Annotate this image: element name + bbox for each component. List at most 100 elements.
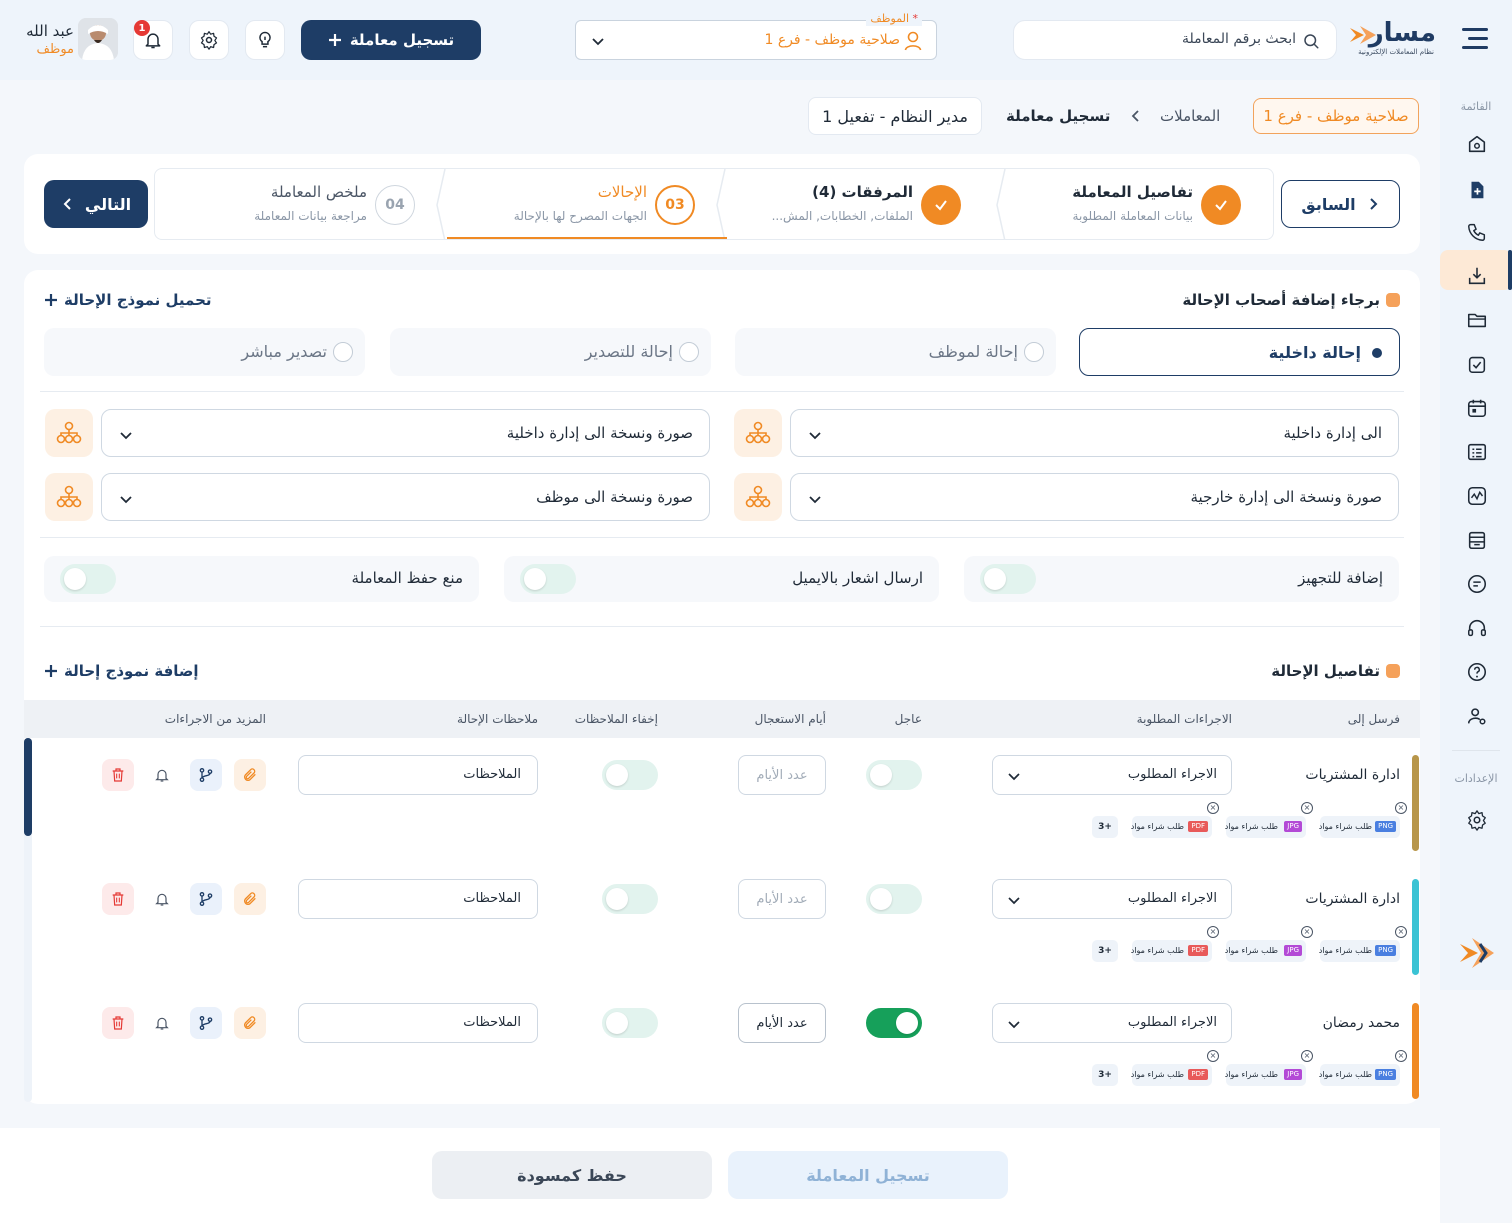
urgency-days-input[interactable]: عدد الأيام <box>738 755 826 795</box>
referral-type-internal[interactable]: إحالة داخلية <box>1079 328 1400 376</box>
sidebar-item-inbox[interactable] <box>1463 262 1491 290</box>
delete-button[interactable] <box>102 883 134 915</box>
save-draft-button[interactable]: حفظ كمسودة <box>432 1151 712 1199</box>
help-tips-button[interactable] <box>245 20 285 60</box>
table-scrollbar[interactable] <box>24 738 32 836</box>
sidebar-item-archive[interactable] <box>1463 526 1491 554</box>
to-internal-department-select[interactable]: الى إدارة داخلية <box>790 409 1399 457</box>
delete-button[interactable] <box>102 1007 134 1039</box>
referral-notes-input[interactable]: الملاحظات <box>298 879 538 919</box>
referral-type-employee[interactable]: إحالة لموظف <box>735 328 1056 376</box>
attachment-chip[interactable]: PNG طلب شراء مواد × <box>1319 1050 1407 1086</box>
hide-notes-toggle[interactable] <box>602 760 658 790</box>
sidebar-item-calendar[interactable] <box>1463 394 1491 422</box>
search-box[interactable] <box>1013 20 1337 60</box>
sidebar-item-help[interactable] <box>1463 658 1491 686</box>
sidebar-item-lists[interactable] <box>1463 438 1491 466</box>
sidebar-item-support[interactable] <box>1463 614 1491 642</box>
sidebar-item-folders[interactable] <box>1463 306 1491 334</box>
sidebar-item-statistics[interactable] <box>1463 570 1491 598</box>
previous-button[interactable]: السابق <box>1281 180 1400 228</box>
remove-attachment-icon[interactable]: × <box>1395 926 1407 938</box>
reminder-button[interactable] <box>146 759 178 791</box>
attachment-chip[interactable]: JPG طلب شراء مواد × <box>1225 802 1313 838</box>
branch-button[interactable] <box>190 1007 222 1039</box>
required-action-select[interactable]: الاجراء المطلوب <box>992 1003 1232 1043</box>
next-button[interactable]: التالي <box>44 180 148 228</box>
urgent-toggle[interactable] <box>866 760 922 790</box>
urgent-toggle[interactable] <box>866 884 922 914</box>
remove-attachment-icon[interactable]: × <box>1301 802 1313 814</box>
load-template-link[interactable]: تحميل نموذج الإحالة <box>44 291 212 309</box>
urgency-days-input[interactable]: عدد الأيام <box>738 1003 826 1043</box>
attach-button[interactable] <box>234 1007 266 1039</box>
search-input[interactable] <box>1046 31 1296 47</box>
attach-button[interactable] <box>234 759 266 791</box>
referral-notes-input[interactable]: الملاحظات <box>298 1003 538 1043</box>
menu-toggle-icon[interactable] <box>1462 28 1488 50</box>
required-action-select[interactable]: الاجراء المطلوب <box>992 879 1232 919</box>
new-transaction-button[interactable]: تسجيل معاملة <box>301 20 481 60</box>
remove-attachment-icon[interactable]: × <box>1395 1050 1407 1062</box>
branch-button[interactable] <box>190 759 222 791</box>
step-summary[interactable]: 04 ملخص المعاملة مراجعة بيانات المعاملة <box>155 169 447 239</box>
step-referrals[interactable]: 03 الإحالات الجهات المصرح لها بالإحالة <box>447 169 727 239</box>
cc-internal-department-select[interactable]: صورة ونسخة الى إدارة داخلية <box>101 409 710 457</box>
remove-attachment-icon[interactable]: × <box>1207 926 1219 938</box>
attachment-chip[interactable]: PDF طلب شراء مواد × <box>1131 802 1219 838</box>
required-action-select[interactable]: الاجراء المطلوب <box>992 755 1232 795</box>
attachment-chip[interactable]: PDF طلب شراء مواد × <box>1131 926 1219 962</box>
employee-select[interactable]: * الموظف صلاحية موظف - فرع 1 <box>575 12 937 60</box>
more-attachments-badge[interactable]: +3 <box>1092 1064 1118 1086</box>
sidebar-item-calls[interactable] <box>1463 218 1491 246</box>
org-chart-button[interactable] <box>734 409 782 457</box>
trash-icon <box>112 768 124 782</box>
settings-button[interactable] <box>189 20 229 60</box>
add-template-link[interactable]: إضافة نموذج إحالة <box>44 662 199 680</box>
remove-attachment-icon[interactable]: × <box>1301 1050 1313 1062</box>
branch-badge[interactable]: صلاحية موظف - فرع 1 <box>1253 98 1419 134</box>
referral-type-export[interactable]: إحالة للتصدير <box>390 328 711 376</box>
reminder-button[interactable] <box>146 883 178 915</box>
sidebar-item-home[interactable] <box>1463 130 1491 158</box>
remove-attachment-icon[interactable]: × <box>1207 1050 1219 1062</box>
cc-external-department-select[interactable]: صورة ونسخة الى إدارة خارجية <box>790 473 1399 521</box>
sidebar-item-reports[interactable] <box>1463 482 1491 510</box>
referral-type-direct-export[interactable]: تصدير مباشر <box>44 328 365 376</box>
delete-button[interactable] <box>102 759 134 791</box>
more-attachments-badge[interactable]: +3 <box>1092 816 1118 838</box>
email-notification-toggle[interactable] <box>520 564 576 594</box>
attachment-chip[interactable]: JPG طلب شراء مواد × <box>1225 926 1313 962</box>
urgency-days-input[interactable]: عدد الأيام <box>738 879 826 919</box>
step-attachments[interactable]: المرفقات (4) الملفات, الخطابات, المش... <box>727 169 993 239</box>
user-profile[interactable]: عبد الله موظف <box>24 18 124 62</box>
attachment-chip[interactable]: PNG طلب شراء مواد × <box>1319 926 1407 962</box>
more-attachments-badge[interactable]: +3 <box>1092 940 1118 962</box>
org-chart-button[interactable] <box>45 409 93 457</box>
referral-notes-input[interactable]: الملاحظات <box>298 755 538 795</box>
remove-attachment-icon[interactable]: × <box>1301 926 1313 938</box>
remove-attachment-icon[interactable]: × <box>1207 802 1219 814</box>
remove-attachment-icon[interactable]: × <box>1395 802 1407 814</box>
breadcrumb-parent[interactable]: المعاملات <box>1160 107 1221 125</box>
reminder-button[interactable] <box>146 1007 178 1039</box>
org-chart-button[interactable] <box>45 473 93 521</box>
sidebar-item-settings[interactable] <box>1463 806 1491 834</box>
branch-button[interactable] <box>190 883 222 915</box>
attachment-chip[interactable]: PDF طلب شراء مواد × <box>1131 1050 1219 1086</box>
sidebar-item-tasks[interactable] <box>1463 350 1491 378</box>
hide-notes-toggle[interactable] <box>602 884 658 914</box>
step-transaction-details[interactable]: تفاصيل المعاملة بيانات المعاملة المطلوبة <box>1007 169 1273 239</box>
sidebar-item-new-transaction[interactable] <box>1463 176 1491 204</box>
urgent-toggle[interactable] <box>866 1008 922 1038</box>
prevent-save-toggle[interactable] <box>60 564 116 594</box>
cc-employee-select[interactable]: صورة ونسخة الى موظف <box>101 473 710 521</box>
hide-notes-toggle[interactable] <box>602 1008 658 1038</box>
submit-transaction-button[interactable]: تسجيل المعاملة <box>728 1151 1008 1199</box>
org-chart-button[interactable] <box>734 473 782 521</box>
attachment-chip[interactable]: JPG طلب شراء مواد × <box>1225 1050 1313 1086</box>
sidebar-item-users[interactable] <box>1463 702 1491 730</box>
attachment-chip[interactable]: PNG طلب شراء مواد × <box>1319 802 1407 838</box>
add-to-preparation-toggle[interactable] <box>980 564 1036 594</box>
attach-button[interactable] <box>234 883 266 915</box>
